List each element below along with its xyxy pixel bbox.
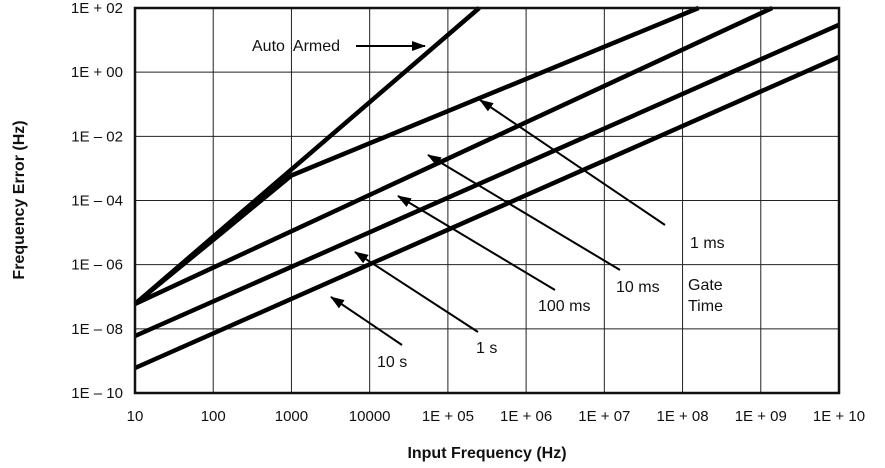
x-tick-label: 100 [201,408,226,425]
arrow-10s [330,296,403,346]
x-tick-label: 10000 [349,408,391,425]
y-tick-label: 1E – 06 [71,257,123,274]
series-lines [133,5,840,371]
annotation-10ms: 10 ms [616,279,660,296]
x-tick-label: 1000 [275,408,308,425]
x-tick-label: 1E + 05 [422,408,474,425]
plot-frame [133,6,841,395]
y-tick-label: 1E – 02 [71,128,123,145]
annotation-1s: 1 s [476,340,497,357]
y-tick-label: 1E + 02 [71,0,123,17]
y-tick-label: 1E – 04 [71,193,123,210]
x-tick-label: 1E + 08 [656,408,708,425]
x-tick-label: 1E + 09 [735,408,787,425]
series-line-2 [133,5,700,306]
annotations: Auto Armed 1 ms 10 ms Gate Time 100 ms 1… [252,38,725,371]
annotation-gate: Gate [688,277,723,294]
x-tick-label: 1E + 10 [813,408,865,425]
x-tick-label: 10 [127,408,144,425]
x-tick-labels: 10 100 1000 10000 1E + 05 1E + 06 1E + 07 1E + … [127,408,865,425]
y-tick-label: 1E – 10 [71,385,123,402]
y-tick-label: 1E + 00 [71,64,123,81]
annotation-100ms: 100 ms [538,298,590,315]
arrow-1s [354,251,479,333]
x-tick-label: 1E + 07 [578,408,630,425]
grid-lines [134,7,840,394]
annotation-1ms: 1 ms [690,235,725,252]
x-tick-label: 1E + 06 [500,408,552,425]
arrow-1ms [479,99,666,226]
series-line-3 [134,5,774,306]
annotation-auto-armed: Auto Armed [252,38,340,55]
y-tick-labels: 1E + 02 1E + 00 1E – 02 1E – 04 1E – 06 1E – … [71,0,123,402]
x-axis-title: Input Frequency (Hz) [407,445,566,462]
y-axis-title: Frequency Error (Hz) [11,120,28,279]
arrow-10ms [427,154,621,271]
series-line-5 [134,54,840,371]
arrow-100ms [397,195,556,291]
y-tick-label: 1E – 08 [71,321,123,338]
annotation-time: Time [688,298,723,315]
series-line-4 [134,22,840,339]
annotation-10s: 10 s [377,354,407,371]
